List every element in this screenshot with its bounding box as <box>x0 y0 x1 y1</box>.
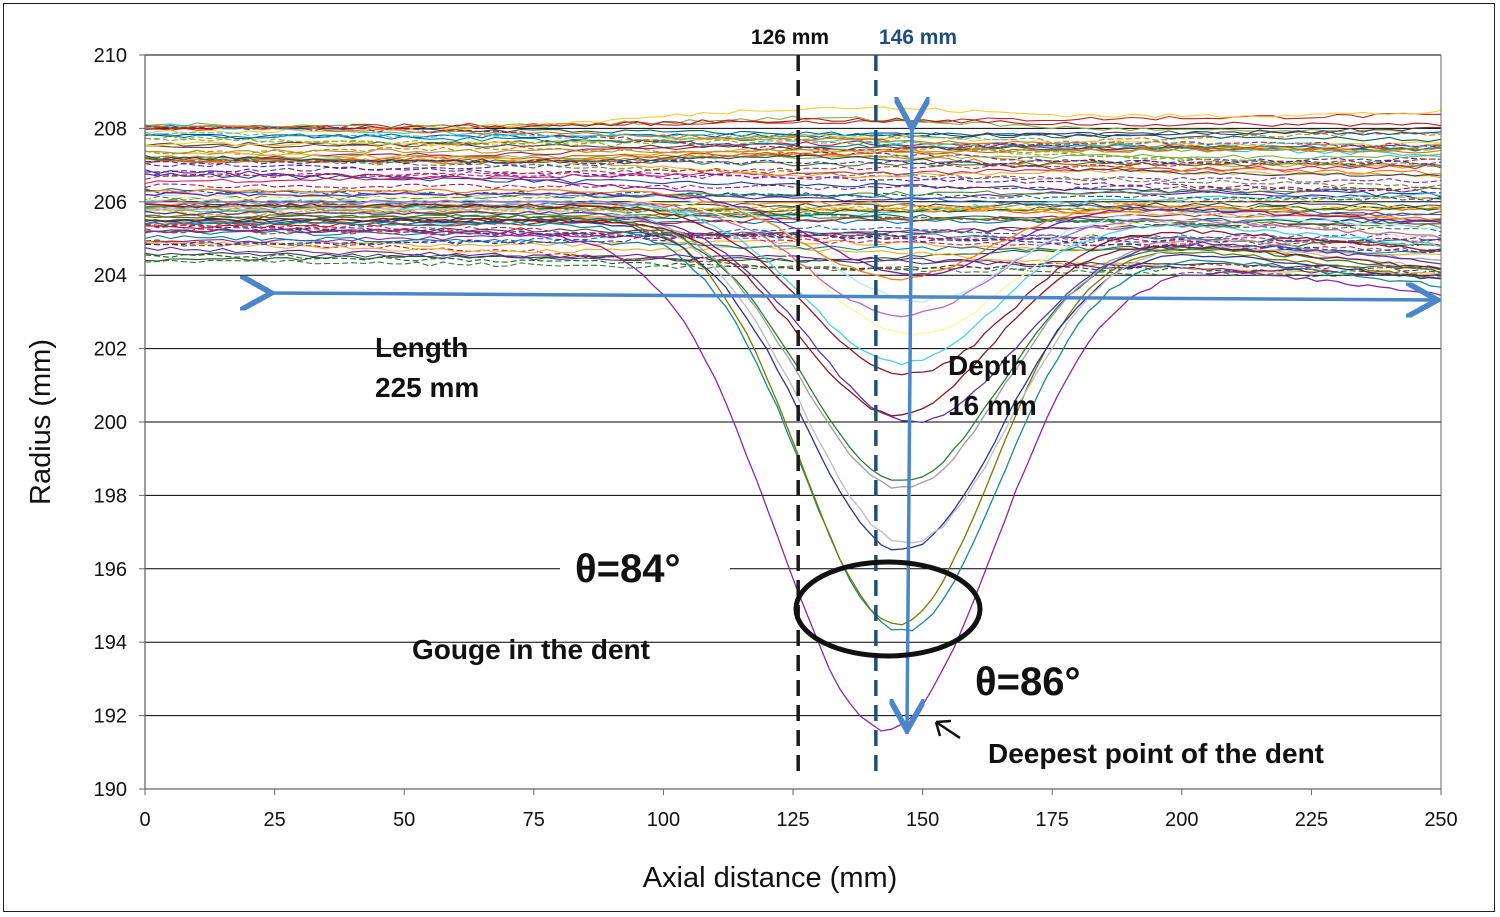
y-tick-label-196: 196 <box>94 559 127 581</box>
y-axis-title: Radius (mm) <box>25 339 57 505</box>
x-tick-label-150: 150 <box>906 809 939 831</box>
background-profile-line <box>144 115 1442 135</box>
background-profile-line <box>144 183 1442 192</box>
background-profile-line <box>144 117 1442 130</box>
y-tick-label-204: 204 <box>94 265 127 287</box>
theta-84-backdrop <box>560 540 730 596</box>
background-profile-line <box>144 131 1442 149</box>
x-tick-label-125: 125 <box>776 809 809 831</box>
x-tick-label-250: 250 <box>1424 809 1457 831</box>
line-146-label: 146 mm <box>879 26 957 49</box>
depth-label: Depth <box>948 350 1027 381</box>
background-profile-line <box>144 259 1442 279</box>
line-126-label: 126 mm <box>751 26 829 49</box>
background-profile-line <box>144 222 1442 243</box>
y-tick-label-192: 192 <box>94 706 127 728</box>
y-tick-label-200: 200 <box>94 412 127 434</box>
background-profile-line <box>144 158 1441 180</box>
dent-profile-line-5 <box>144 206 1442 544</box>
deepest-point-pointer <box>934 719 961 740</box>
background-profile-line <box>144 155 1442 189</box>
background-profile-line <box>144 159 1442 165</box>
x-tick-label-225: 225 <box>1295 809 1328 831</box>
background-profile-line <box>144 135 1442 167</box>
dent-profile-line-4 <box>144 217 1442 551</box>
background-profile-line <box>144 187 1442 202</box>
y-tick-label-206: 206 <box>94 192 127 214</box>
x-tick-label-50: 50 <box>393 809 415 831</box>
y-tick-label-208: 208 <box>94 118 127 140</box>
background-profile-line <box>144 233 1442 246</box>
x-tick-labels: 0 25 50 75 100 125 150 175 200 225 250 <box>139 789 1458 831</box>
y-tick-labels: 190 192 194 196 198 200 202 204 206 208 210 <box>94 45 145 801</box>
length-arrow <box>268 293 1434 300</box>
dent-profile-line-13 <box>144 199 1442 318</box>
x-tick-label-175: 175 <box>1036 809 1069 831</box>
x-tick-label-200: 200 <box>1165 809 1198 831</box>
dent-profile-line-16 <box>144 192 1442 276</box>
background-profile-line <box>144 106 1442 135</box>
dent-profile-line-7 <box>144 203 1442 489</box>
length-value: 225 mm <box>375 372 479 403</box>
x-axis-title: Axial distance (mm) <box>643 862 898 894</box>
dent-profile-line-15 <box>145 188 1442 281</box>
background-profile-line <box>144 187 1442 217</box>
background-profile-line <box>144 172 1442 198</box>
background-profile-line <box>144 196 1442 218</box>
annotations <box>268 55 1434 774</box>
background-profile-line <box>144 124 1442 154</box>
y-tick-label-202: 202 <box>94 339 127 361</box>
background-profile-line <box>144 112 1442 131</box>
y-tick-label-210: 210 <box>94 45 127 67</box>
background-profile-line <box>144 150 1442 179</box>
theta-84-label: θ=84° <box>575 547 680 591</box>
dent-profile-line-9 <box>144 217 1442 417</box>
y-tick-label-198: 198 <box>94 485 127 507</box>
y-tick-label-194: 194 <box>94 632 127 654</box>
length-label: Length <box>375 332 468 363</box>
dent-profile-line-2 <box>144 221 1442 632</box>
depth-arrow <box>907 125 912 727</box>
background-profile-line <box>145 147 1442 155</box>
background-profile-line <box>145 133 1442 147</box>
dent-profile-line-8 <box>144 210 1442 424</box>
background-profile-line <box>144 192 1442 218</box>
background-profile-line <box>144 225 1442 247</box>
background-profile-line <box>144 253 1442 276</box>
background-profile-line <box>144 141 1442 152</box>
background-profile-line <box>144 222 1441 237</box>
x-tick-label-25: 25 <box>263 809 285 831</box>
background-profile-line <box>144 252 1442 269</box>
theta-86-label: θ=86° <box>975 660 1080 704</box>
background-profile-line <box>144 157 1442 168</box>
background-profile-line <box>144 246 1442 277</box>
dent-profile-line-6 <box>144 214 1442 481</box>
background-profile-line <box>144 220 1442 244</box>
background-profile-line <box>144 195 1442 233</box>
background-profile-line <box>144 234 1442 255</box>
dent-profile-line-12 <box>144 195 1442 336</box>
dent-profile-line-3 <box>145 213 1442 626</box>
x-tick-label-75: 75 <box>523 809 545 831</box>
dent-profile-line-1 <box>144 228 1442 732</box>
figure-frame <box>3 3 1495 912</box>
x-tick-label-100: 100 <box>647 809 680 831</box>
gouge-label: Gouge in the dent <box>412 634 650 665</box>
y-tick-label-190: 190 <box>94 779 127 801</box>
deepest-point-label: Deepest point of the dent <box>988 738 1324 769</box>
x-tick-label-0: 0 <box>139 809 150 831</box>
gouge-ellipse <box>793 559 983 659</box>
radius-profile-series <box>144 106 1442 732</box>
background-profile-line <box>145 172 1442 184</box>
depth-value: 16 mm <box>948 390 1037 421</box>
